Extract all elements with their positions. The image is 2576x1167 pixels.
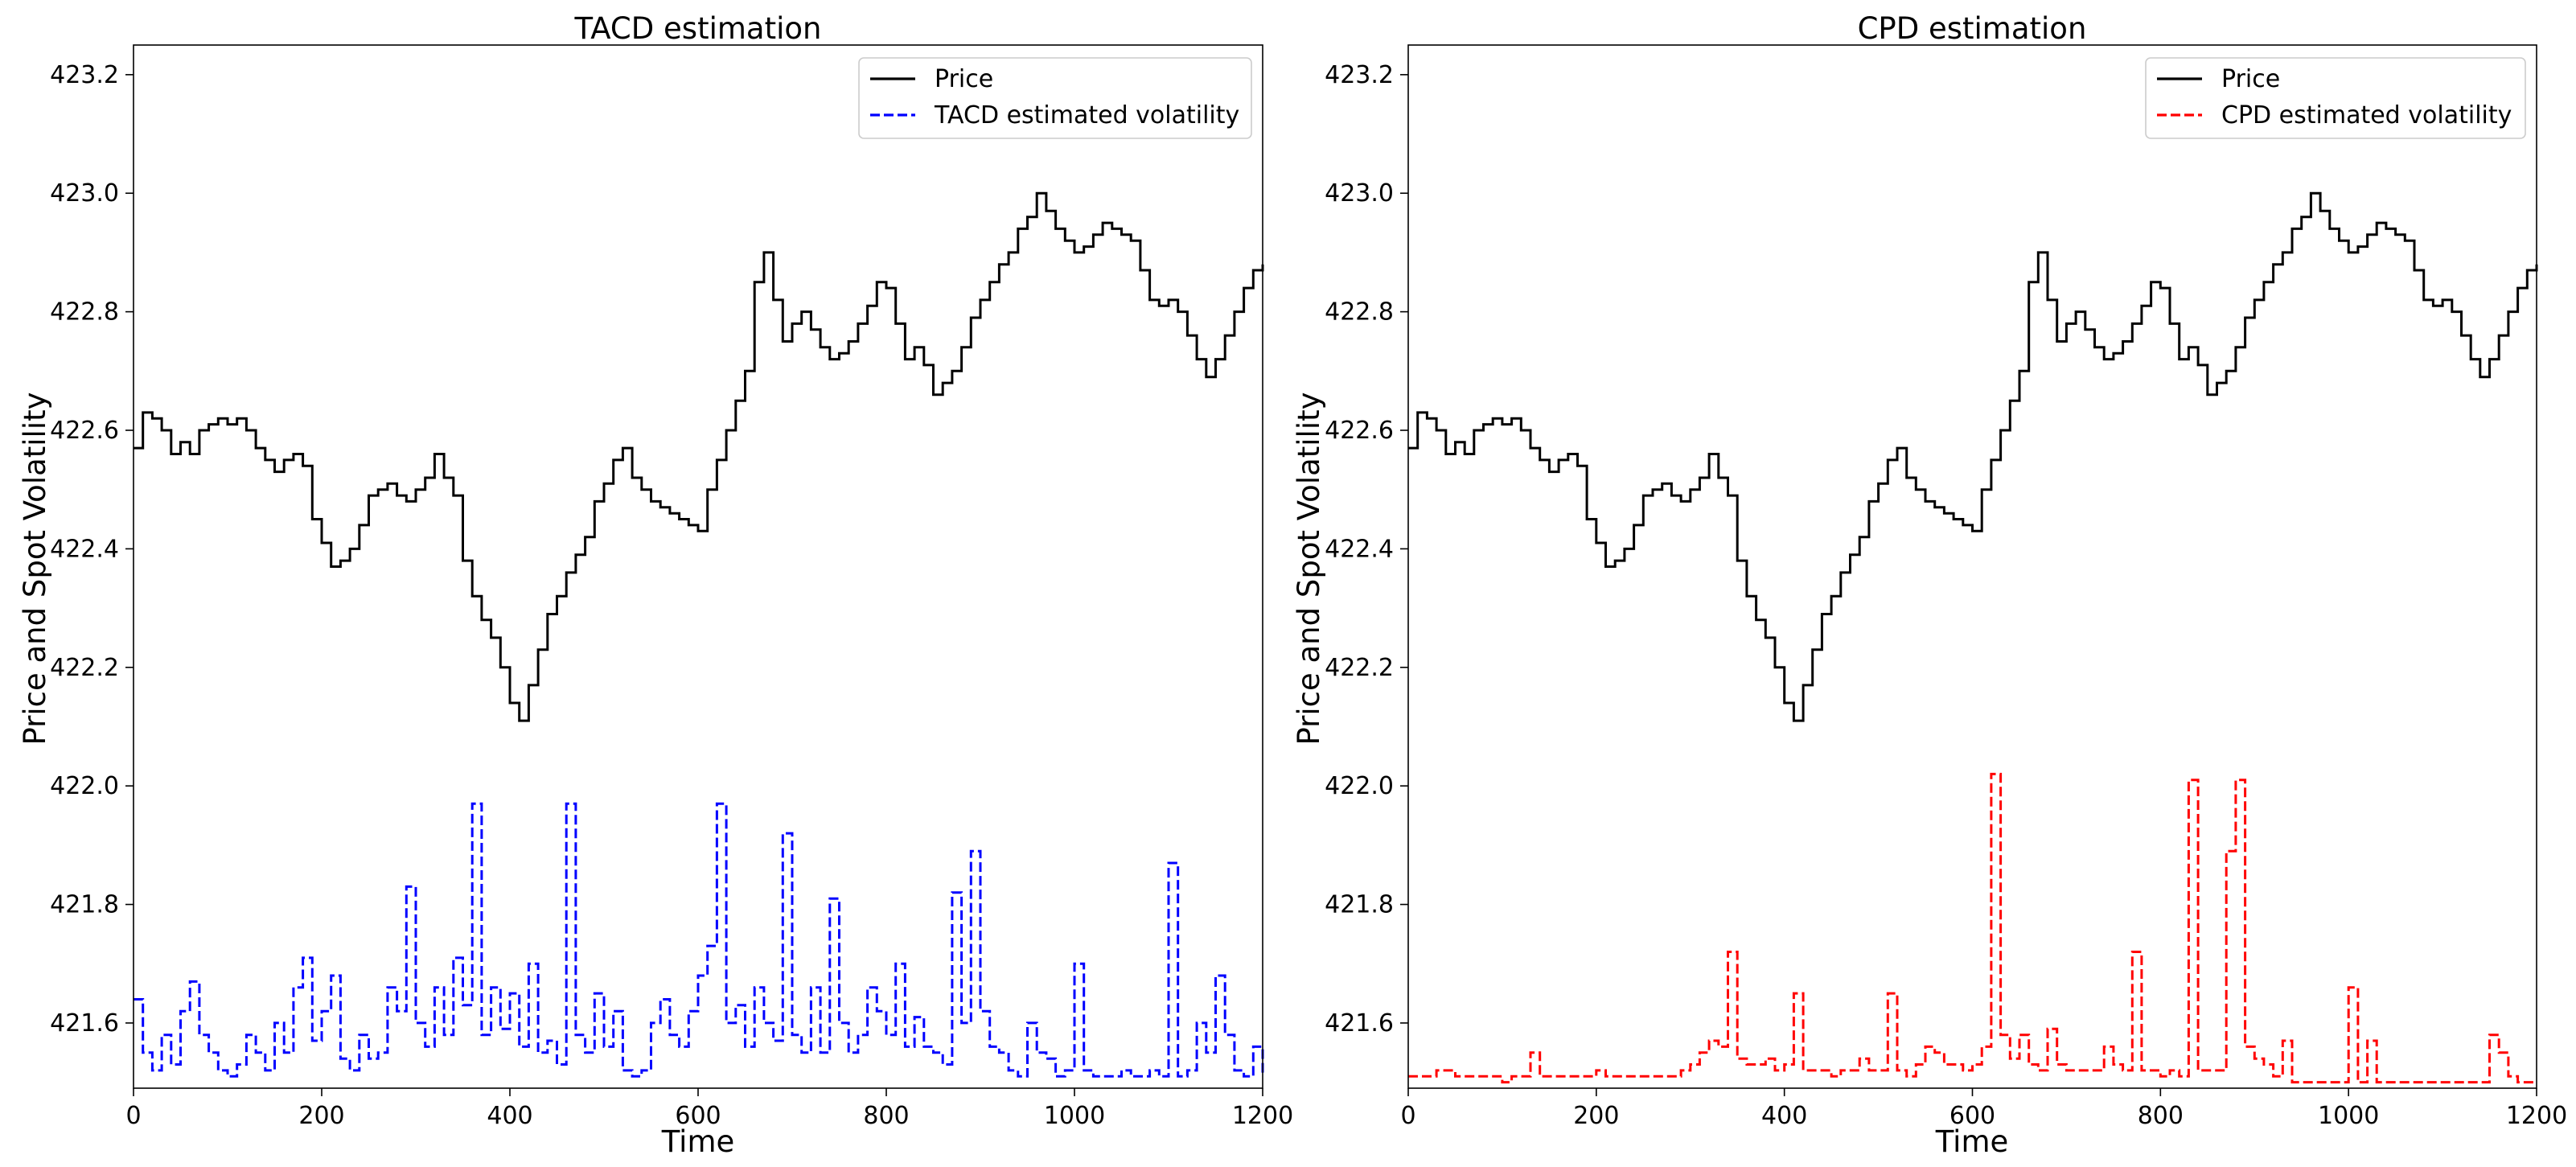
x-tick-label: 800 (2138, 1102, 2184, 1130)
legend-label-volatility: CPD estimated volatility (2221, 101, 2512, 129)
x-axis-label: Time (661, 1124, 735, 1159)
y-tick-label: 422.2 (1325, 654, 1394, 682)
y-tick-label: 421.6 (1325, 1009, 1394, 1038)
x-tick-label: 0 (125, 1102, 141, 1130)
y-tick-label: 423.0 (1325, 179, 1394, 208)
y-tick-label: 422.4 (1325, 535, 1394, 563)
legend-label-volatility: TACD estimated volatility (934, 101, 1239, 129)
y-tick-label: 423.2 (1325, 61, 1394, 89)
x-tick-label: 200 (298, 1102, 344, 1130)
y-tick-label: 422.4 (50, 535, 119, 563)
legend-box (858, 57, 1252, 139)
y-tick-label: 422.0 (50, 772, 119, 800)
legend: Price CPD estimated volatility (2145, 57, 2526, 139)
y-tick-label: 422.2 (50, 654, 119, 682)
chart-title: CPD estimation (1858, 11, 2087, 46)
y-tick-label: 422.8 (1325, 298, 1394, 327)
y-tick-label: 421.8 (1325, 891, 1394, 919)
y-tick-label: 421.6 (50, 1009, 119, 1038)
y-axis-ticks: 421.6 421.8 422.0 422.2 422.4 422.6 422.8 423.0… (50, 61, 134, 1038)
tacd-panel: TACD estimation Time Price and Spot Vola… (18, 11, 1293, 1159)
x-tick-label: 800 (863, 1102, 909, 1130)
x-tick-label: 200 (1573, 1102, 1619, 1130)
y-axis-ticks: 421.6 421.8 422.0 422.2 422.4 422.6 422.8 423.0… (1325, 61, 1408, 1038)
legend: Price TACD estimated volatility (858, 57, 1252, 139)
y-tick-label: 423.2 (50, 61, 119, 89)
plot-area (134, 191, 1264, 1078)
chart-title: TACD estimation (574, 11, 822, 46)
cpd-panel: CPD estimation Time Price and Spot Volat… (1292, 11, 2567, 1159)
x-axis-ticks: 0 200 400 600 800 1000 1200 (1400, 1088, 2567, 1130)
y-tick-label: 423.0 (50, 179, 119, 208)
price-series-line (134, 191, 1264, 722)
x-tick-label: 600 (1949, 1102, 1995, 1130)
x-tick-label: 400 (1761, 1102, 1807, 1130)
y-tick-label: 422.0 (1325, 772, 1394, 800)
x-axis-ticks: 0 200 400 600 800 1000 1200 (125, 1088, 1293, 1130)
y-tick-label: 422.6 (1325, 417, 1394, 445)
legend-label-price: Price (2221, 65, 2280, 93)
price-series-line (1408, 191, 2538, 722)
x-tick-label: 0 (1400, 1102, 1415, 1130)
x-tick-label: 1200 (2506, 1102, 2567, 1130)
y-tick-label: 422.6 (50, 417, 119, 445)
x-tick-label: 600 (675, 1102, 721, 1130)
axes-frame (1407, 44, 2537, 1089)
volatility-series-line (1408, 772, 2537, 1084)
y-tick-label: 421.8 (50, 891, 119, 919)
axes-frame (133, 44, 1263, 1089)
y-axis-label: Price and Spot Volatility (18, 392, 52, 745)
y-tick-label: 422.8 (50, 298, 119, 327)
legend-label-price: Price (935, 65, 993, 93)
volatility-series-line (134, 802, 1264, 1078)
plot-area (1408, 191, 2538, 1084)
x-tick-label: 1000 (1044, 1102, 1105, 1130)
y-axis-label: Price and Spot Volatility (1292, 392, 1326, 745)
x-tick-label: 400 (487, 1102, 532, 1130)
x-axis-label: Time (1935, 1124, 2009, 1159)
x-tick-label: 1000 (2318, 1102, 2379, 1130)
legend-box (2145, 57, 2526, 139)
x-tick-label: 1200 (1232, 1102, 1293, 1130)
